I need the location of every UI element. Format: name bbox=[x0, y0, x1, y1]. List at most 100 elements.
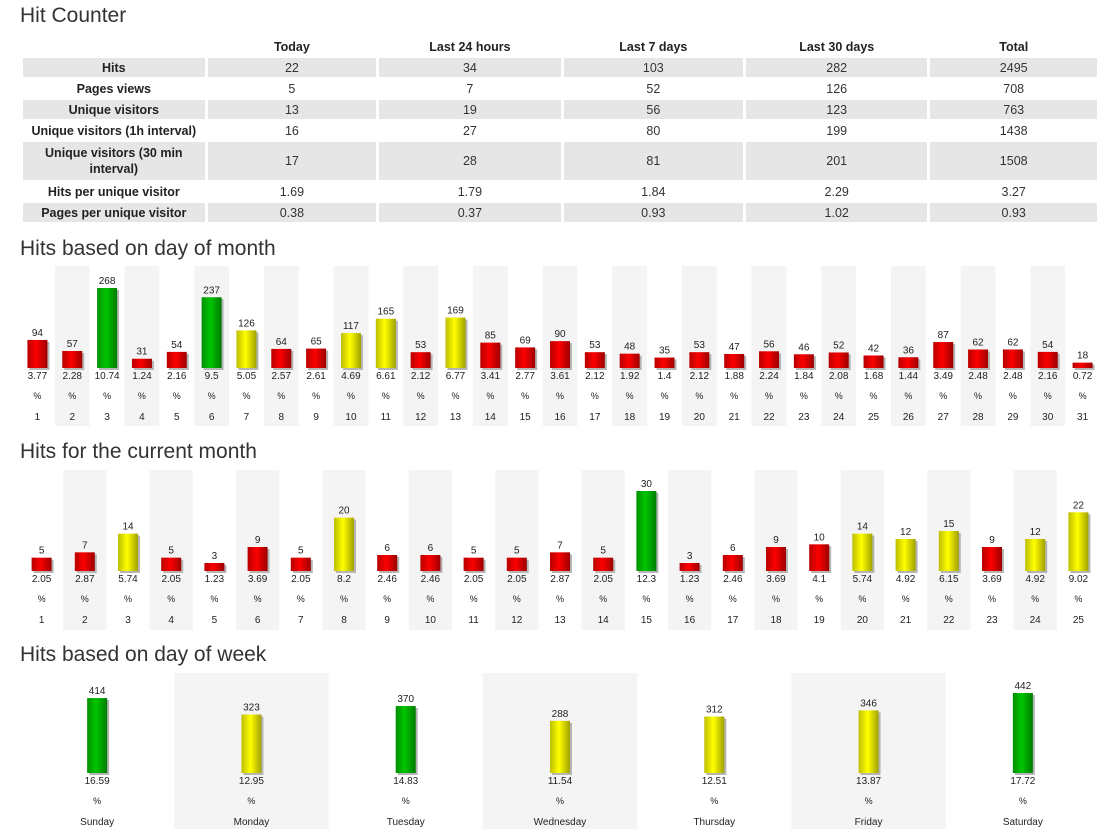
column-stripe bbox=[1030, 266, 1066, 426]
percent-sign: % bbox=[277, 391, 285, 401]
day-of-month-chart: 94 3.77% 1 57 2.28% 2 268 10.74% 3 31 1.24% 4 54 2.16… bbox=[20, 266, 1100, 426]
bar-value-label: 414 bbox=[89, 686, 106, 697]
bar-value-label: 15 bbox=[943, 519, 955, 530]
bar-value-label: 5 bbox=[168, 546, 174, 557]
percent-sign: % bbox=[1079, 391, 1087, 401]
percent-sign: % bbox=[247, 796, 255, 806]
percent-sign: % bbox=[470, 594, 478, 604]
column-stripe bbox=[54, 266, 90, 426]
table-row: Pages views 5 7 52 126 708 bbox=[23, 79, 1097, 98]
table-cell: 126 bbox=[826, 81, 848, 96]
column-stripe bbox=[149, 470, 193, 630]
bar-value-label: 9 bbox=[255, 535, 261, 546]
current-month-title: Hits for the current month bbox=[20, 440, 257, 463]
bar-percent-label: 4.92 bbox=[896, 574, 916, 585]
column-stripe bbox=[890, 266, 926, 426]
bar bbox=[166, 351, 187, 368]
bar bbox=[74, 552, 95, 571]
row-label: Unique visitors (30 min interval) bbox=[23, 142, 205, 180]
bar-value-label: 126 bbox=[238, 318, 255, 329]
bar-percent-label: 5.05 bbox=[237, 371, 257, 382]
bar-percent-label: 3.49 bbox=[933, 371, 953, 382]
category-label: 11 bbox=[468, 615, 479, 626]
bar bbox=[895, 539, 916, 571]
bar bbox=[1012, 693, 1033, 773]
category-label: 9 bbox=[313, 412, 319, 423]
percent-sign: % bbox=[815, 594, 823, 604]
category-label: 19 bbox=[814, 615, 826, 626]
category-label: 15 bbox=[520, 412, 532, 423]
category-label: 19 bbox=[659, 412, 671, 423]
bar bbox=[340, 333, 361, 368]
category-label: 2 bbox=[82, 615, 88, 626]
category-label: Saturday bbox=[1003, 817, 1043, 828]
table-cell: 19 bbox=[379, 100, 561, 119]
percent-sign: % bbox=[765, 391, 773, 401]
bar-value-label: 9 bbox=[773, 535, 779, 546]
bar bbox=[161, 557, 182, 571]
bar-percent-label: 1.88 bbox=[724, 371, 744, 382]
bar bbox=[306, 348, 327, 368]
bar-value-label: 46 bbox=[798, 342, 810, 353]
bar bbox=[62, 350, 83, 368]
bar-value-label: 62 bbox=[1007, 337, 1019, 348]
table-row: Unique visitors (30 min interval) 17 28 … bbox=[23, 142, 1097, 180]
bar-percent-label: 2.87 bbox=[75, 574, 95, 585]
bar-value-label: 62 bbox=[973, 337, 985, 348]
bar-value-label: 12 bbox=[900, 527, 912, 538]
current-month-chart: 5 2.05% 1 7 2.87% 2 14 5.74% 3 5 2.05% 4 3 1.23% 5 9 3.6… bbox=[20, 470, 1100, 630]
bar-percent-label: 2.08 bbox=[829, 371, 849, 382]
category-label: 31 bbox=[1077, 412, 1089, 423]
table-cell: 13 bbox=[207, 100, 377, 119]
bar-percent-label: 2.48 bbox=[968, 371, 988, 382]
bar-value-label: 169 bbox=[447, 306, 464, 317]
bar-value-label: 12 bbox=[1030, 527, 1042, 538]
percent-sign: % bbox=[417, 391, 425, 401]
percent-sign: % bbox=[835, 391, 843, 401]
percent-sign: % bbox=[695, 391, 703, 401]
bar bbox=[550, 720, 570, 773]
bar-value-label: 117 bbox=[343, 321, 359, 332]
category-label: 12 bbox=[415, 412, 427, 423]
bar-value-label: 65 bbox=[311, 337, 323, 348]
day-of-month-chart-svg: 943.77%1572.28%226810.74%3311.24%4542.16… bbox=[27, 266, 1095, 426]
percent-sign: % bbox=[208, 391, 216, 401]
category-label: 11 bbox=[381, 412, 392, 423]
percent-sign: % bbox=[347, 391, 355, 401]
bar-percent-label: 2.16 bbox=[1038, 371, 1058, 382]
bar-value-label: 5 bbox=[39, 546, 45, 557]
percent-sign: % bbox=[33, 391, 41, 401]
bar-value-label: 3 bbox=[687, 551, 693, 562]
column-header-last-24-hours: Last 24 hours bbox=[429, 40, 511, 54]
percent-sign: % bbox=[521, 391, 529, 401]
day-of-week-title: Hits based on day of week bbox=[20, 643, 267, 666]
category-label: 14 bbox=[598, 615, 610, 626]
row-label: Unique visitors bbox=[23, 100, 205, 119]
percent-sign: % bbox=[486, 391, 494, 401]
bar-percent-label: 1.68 bbox=[864, 371, 884, 382]
category-label: 1 bbox=[39, 615, 45, 626]
bar-percent-label: 3.41 bbox=[481, 371, 501, 382]
category-label: 28 bbox=[973, 412, 985, 423]
bar bbox=[420, 555, 441, 571]
percent-sign: % bbox=[312, 391, 320, 401]
row-label: Unique visitors (1h interval) bbox=[31, 123, 197, 138]
table-cell: 81 bbox=[563, 142, 744, 180]
percent-sign: % bbox=[1044, 391, 1052, 401]
bar-percent-label: 2.46 bbox=[723, 574, 743, 585]
table-header-row: Today Last 24 hours Last 7 days Last 30 … bbox=[23, 38, 1097, 56]
bar-value-label: 94 bbox=[32, 328, 44, 339]
table-cell: 3.27 bbox=[1001, 184, 1026, 199]
bar bbox=[809, 544, 830, 571]
bar bbox=[933, 342, 954, 368]
bar-value-label: 57 bbox=[67, 339, 79, 350]
row-label: Pages per unique visitor bbox=[23, 203, 205, 222]
table-cell: 199 bbox=[826, 123, 848, 138]
column-stripe bbox=[751, 266, 787, 426]
bar bbox=[593, 557, 614, 571]
bar-percent-label: 2.28 bbox=[63, 371, 83, 382]
percent-sign: % bbox=[210, 594, 218, 604]
percent-sign: % bbox=[626, 391, 634, 401]
bar-percent-label: 3.69 bbox=[248, 574, 268, 585]
bar bbox=[204, 563, 225, 571]
